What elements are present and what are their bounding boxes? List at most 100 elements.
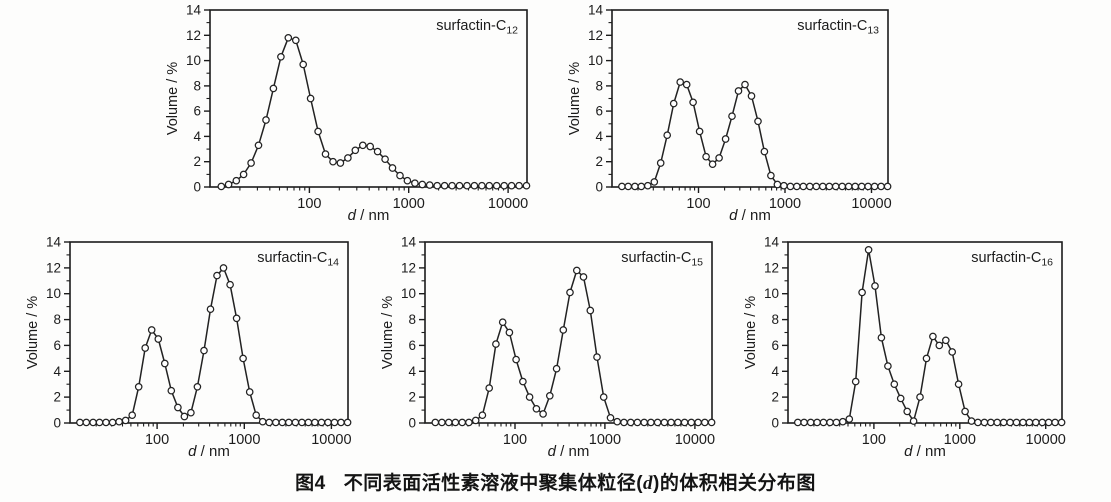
data-point [444, 418, 453, 427]
data-point [559, 326, 568, 334]
data-point [258, 417, 267, 426]
data-points [217, 33, 531, 191]
data-point [193, 382, 202, 391]
data-point [825, 182, 834, 191]
data-point [498, 318, 507, 327]
y-tick-label: 6 [53, 338, 61, 353]
data-point [631, 182, 639, 191]
chart-surfactin-c15: 0 2 4 6 8 10 12 14 100 1000 10000 Volume / % d / nm s… [377, 234, 720, 461]
data-point [845, 415, 854, 423]
data-point [298, 418, 306, 427]
data-point [492, 340, 500, 348]
data-point [418, 180, 427, 189]
data-point [708, 160, 717, 169]
data-point [1012, 418, 1021, 427]
data-point [813, 418, 821, 427]
x-axis: 100 1000 10000 [239, 187, 528, 212]
chart-canvas: 0 2 4 6 8 10 12 14 100 1000 10000 Volume / % d / nm s… [25, 235, 352, 461]
data-point [695, 127, 704, 136]
y-axis-label: Volume / % [743, 296, 759, 369]
data-point [128, 411, 137, 420]
data-point [999, 418, 1008, 427]
caption-figure-number: 图4 [295, 473, 326, 494]
data-point [344, 154, 352, 162]
data-point [620, 418, 628, 427]
y-tick-label: 12 [764, 260, 779, 275]
data-point [180, 412, 189, 421]
data-point [857, 182, 866, 191]
y-axis-label: Volume / % [567, 62, 583, 135]
data-points [793, 245, 1066, 427]
y-tick-label: 4 [53, 364, 61, 379]
data-point [948, 348, 957, 356]
x-tick-label: 10000 [851, 196, 891, 212]
data-point [239, 354, 247, 363]
data-point [707, 418, 716, 427]
y-axis: 0 2 4 6 8 10 12 14 [186, 3, 210, 195]
data-point [458, 418, 467, 427]
data-point [967, 417, 976, 425]
data-point [838, 182, 847, 191]
data-point [896, 394, 905, 403]
x-tick-label: 10000 [675, 432, 715, 448]
data-point [760, 147, 769, 156]
y-tick-label: 8 [408, 312, 416, 327]
x-tick-label: 100 [862, 432, 886, 448]
data-point [478, 411, 487, 420]
data-point [440, 181, 449, 190]
data-point [1031, 418, 1040, 427]
data-point [465, 418, 473, 427]
y-tick-label: 12 [588, 28, 603, 43]
data-point [593, 353, 601, 361]
data-point [734, 87, 743, 95]
data-point [1038, 418, 1047, 427]
data-point [647, 418, 655, 427]
data-point [916, 393, 924, 401]
data-point [805, 182, 814, 191]
data-point [961, 407, 969, 416]
y-tick-label: 2 [193, 154, 201, 169]
data-point [586, 306, 595, 315]
y-tick-label: 10 [588, 53, 603, 68]
y-axis: 0 2 4 6 8 10 12 14 [46, 235, 70, 431]
data-point [206, 305, 215, 314]
data-point [566, 288, 574, 297]
data-point [403, 176, 412, 185]
caption-text-pre: 不同表面活性素溶液中聚集体粒径( [343, 473, 644, 494]
data-point [552, 364, 561, 373]
y-tick-label: 4 [408, 364, 416, 379]
data-point [806, 418, 815, 427]
x-axis: 100 1000 10000 [637, 187, 892, 212]
data-point [626, 418, 635, 427]
y-tick-label: 4 [771, 364, 779, 379]
y-tick-label: 14 [46, 235, 62, 250]
data-point [314, 127, 322, 136]
data-point [864, 182, 872, 191]
x-axis-label: d / nm [548, 443, 590, 460]
data-point [780, 181, 788, 190]
data-point [870, 182, 879, 191]
data-point [715, 154, 723, 162]
data-point [877, 333, 886, 342]
data-point [388, 164, 397, 172]
data-point [239, 170, 248, 179]
y-tick-label: 12 [46, 260, 61, 275]
data-point [515, 181, 523, 190]
data-point [831, 182, 840, 191]
data-point [656, 159, 665, 167]
data-point [687, 418, 696, 427]
y-tick-label: 2 [771, 390, 779, 405]
data-point [922, 354, 931, 363]
data-point [903, 407, 912, 416]
y-tick-label: 4 [595, 129, 603, 144]
data-point [448, 181, 456, 190]
data-point [500, 181, 509, 190]
data-point [254, 141, 263, 150]
data-point [653, 418, 662, 427]
data-point [217, 182, 226, 191]
data-point [284, 418, 293, 427]
data-point [299, 60, 308, 69]
data-point [470, 181, 479, 190]
data-point [451, 418, 460, 427]
